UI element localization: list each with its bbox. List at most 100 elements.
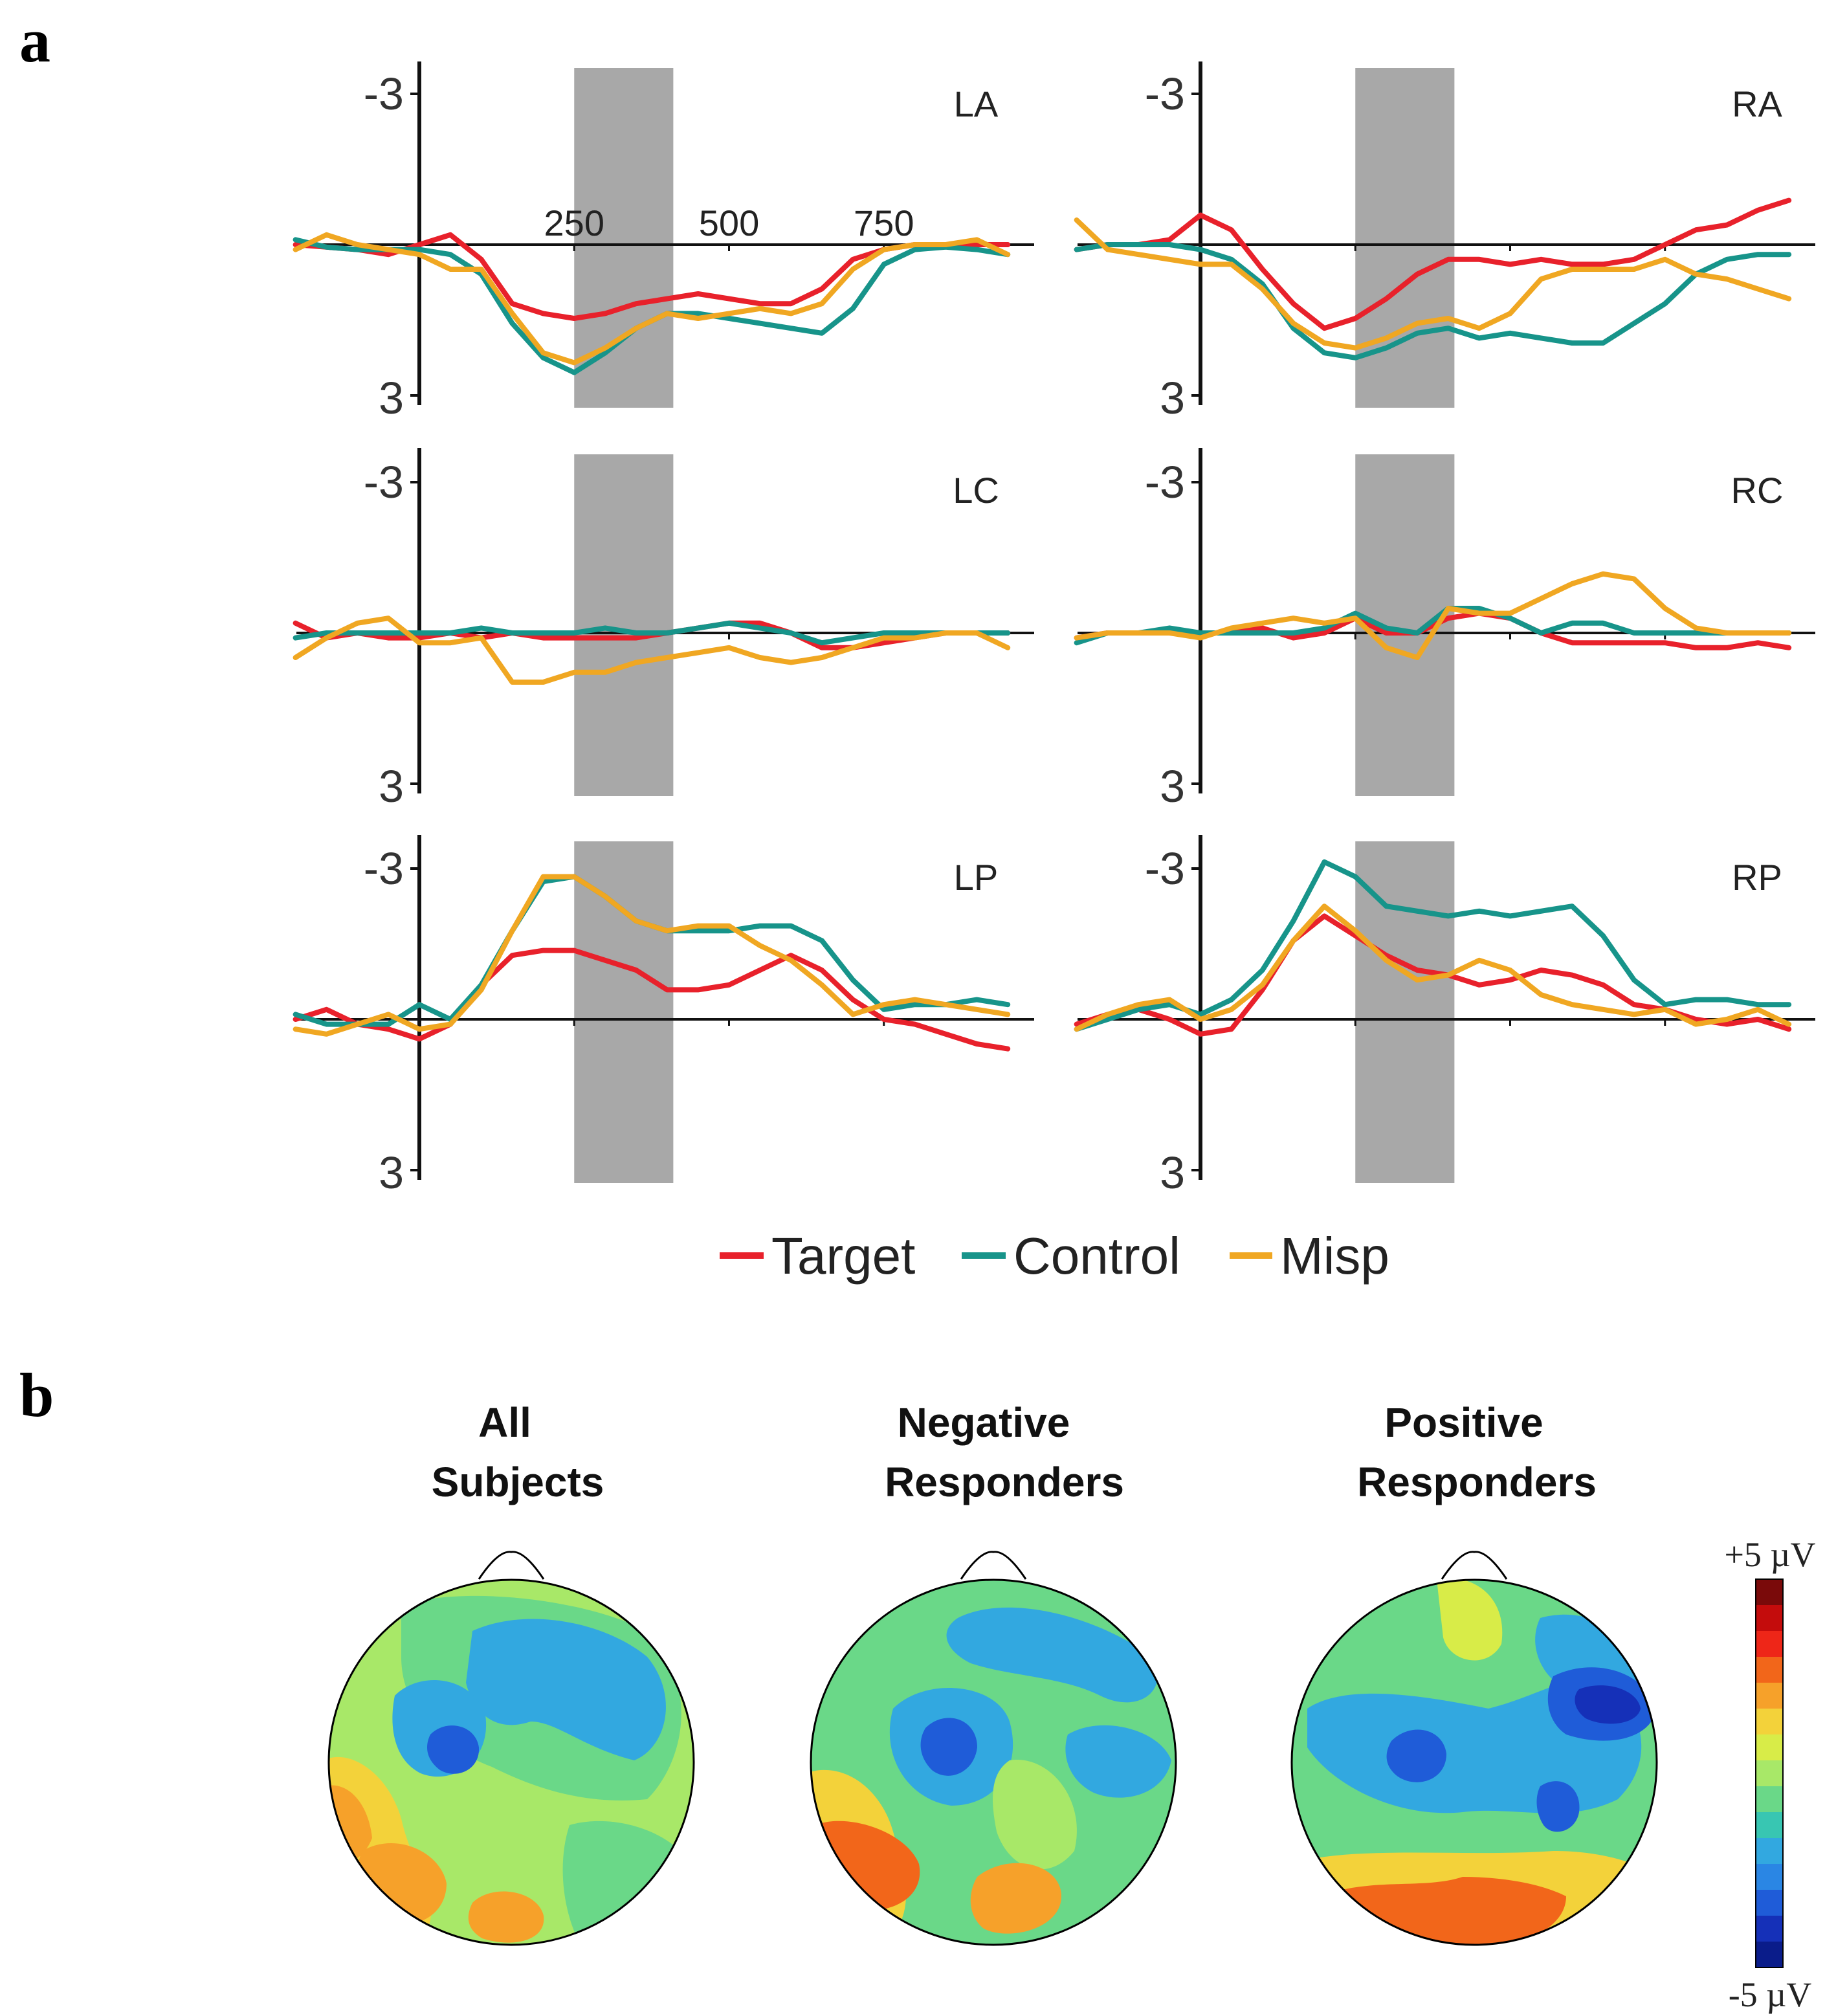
- scalp-region-deep-blue: [427, 1725, 480, 1774]
- colorbar: +5 µV -5 µV: [1724, 1535, 1815, 2014]
- scalp-region-blue-top: [946, 1607, 1158, 1703]
- series-line-misp: [293, 615, 1011, 685]
- topomap-negative-responders: Negative Responders: [810, 1399, 1177, 1946]
- x-tick-label: 500: [699, 203, 759, 243]
- series-line-control: [1074, 606, 1792, 646]
- erp-panel-lp: -3 3 LP: [293, 835, 1034, 1198]
- colorbar-step: [1756, 1890, 1783, 1916]
- legend: Target Control Misp: [720, 1227, 1389, 1285]
- analysis-window: [574, 841, 674, 1183]
- series-line-misp: [293, 874, 1011, 1037]
- colorbar-max-label: +5 µV: [1724, 1535, 1815, 1574]
- series-line-control: [293, 620, 1011, 646]
- colorbar-gradient: [1756, 1579, 1783, 1968]
- scalp-region-orange-band: [1320, 1877, 1566, 1945]
- region-label: RC: [1731, 470, 1784, 511]
- series-line-misp: [1074, 217, 1792, 351]
- map-title-line1: Negative: [898, 1399, 1070, 1446]
- analysis-window: [1355, 841, 1455, 1183]
- colorbar-step: [1756, 1838, 1783, 1865]
- y-tick-label: 3: [1160, 761, 1185, 812]
- erp-panel-la: -3 3 LA 250 500 750: [293, 61, 1034, 423]
- colorbar-step: [1756, 1605, 1783, 1632]
- scalp-region-navy: [1575, 1685, 1641, 1724]
- colorbar-step: [1756, 1864, 1783, 1890]
- region-label: LP: [954, 857, 999, 898]
- legend-label-target: Target: [771, 1227, 915, 1285]
- nose-icon: [1441, 1551, 1508, 1580]
- panel-label-a: a: [19, 6, 50, 75]
- colorbar-step: [1756, 1579, 1783, 1606]
- scalp-region-lime-top: [1437, 1580, 1503, 1661]
- topomap-positive-responders: Positive Responders: [1290, 1399, 1658, 1946]
- y-tick-label: -3: [364, 69, 404, 119]
- x-tick-label: 250: [544, 203, 604, 243]
- map-title-line2: Responders: [885, 1459, 1124, 1505]
- series-line-misp: [293, 232, 1011, 366]
- colorbar-step: [1756, 1657, 1783, 1683]
- scalp-outline: [327, 1578, 695, 1946]
- region-label: LA: [954, 83, 999, 124]
- legend-label-misp: Misp: [1280, 1227, 1389, 1285]
- analysis-window: [1355, 68, 1455, 408]
- y-tick-label: -3: [364, 457, 404, 507]
- scalp-region-deep-blue-right: [1536, 1781, 1580, 1832]
- scalp-outline: [810, 1578, 1177, 1946]
- series-line-control: [1074, 242, 1792, 360]
- series-line-control: [1074, 859, 1792, 1032]
- y-tick-label: 3: [379, 761, 404, 812]
- map-title-line1: Positive: [1384, 1399, 1543, 1446]
- map-title-line1: All: [478, 1399, 531, 1446]
- colorbar-step: [1756, 1812, 1783, 1839]
- erp-panel-ra: -3 3 RA: [1074, 61, 1815, 423]
- x-tick-label: 750: [854, 203, 914, 243]
- analysis-window: [574, 454, 674, 796]
- region-label: RA: [1732, 83, 1782, 124]
- scalp-region-deep-blue-center: [1386, 1729, 1446, 1782]
- analysis-window: [574, 68, 674, 408]
- erp-panels: -3 3 LA 250 500 750 -3 3 RA -3 3 LC -3 3 RC -3 3 LP -3 3 RP: [293, 61, 1815, 1198]
- scalp-outline: [1290, 1578, 1658, 1946]
- legend-label-control: Control: [1013, 1227, 1180, 1285]
- panel-label-b: b: [19, 1360, 54, 1430]
- scalp-region-orange-bottom: [468, 1891, 544, 1943]
- colorbar-step: [1756, 1916, 1783, 1942]
- map-title-line2: Subjects: [432, 1459, 604, 1505]
- scalp-region-deep-blue: [920, 1718, 977, 1776]
- y-tick-label: -3: [1145, 457, 1185, 507]
- colorbar-step: [1756, 1631, 1783, 1657]
- colorbar-frame: [1755, 1578, 1784, 1968]
- colorbar-step: [1756, 1786, 1783, 1813]
- colorbar-step: [1756, 1709, 1783, 1735]
- nose-icon: [960, 1551, 1027, 1580]
- erp-panel-rc: -3 3 RC: [1074, 448, 1815, 812]
- series-line-misp: [1074, 903, 1792, 1032]
- region-label: LC: [953, 470, 999, 511]
- colorbar-step: [1756, 1760, 1783, 1787]
- map-title-line2: Responders: [1357, 1459, 1597, 1505]
- erp-panel-rp: -3 3 RP: [1074, 835, 1815, 1198]
- y-tick-label: 3: [379, 373, 404, 423]
- colorbar-step: [1756, 1942, 1783, 1968]
- y-tick-label: 3: [1160, 373, 1185, 423]
- scalp-region-orange-bottom: [970, 1863, 1061, 1934]
- scalp-region-blue-right: [1065, 1725, 1171, 1798]
- y-tick-label: 3: [379, 1147, 404, 1198]
- series-line-target: [1074, 197, 1792, 331]
- scalp-region-blue: [466, 1619, 666, 1760]
- colorbar-step: [1756, 1734, 1783, 1761]
- colorbar-min-label: -5 µV: [1729, 1975, 1812, 2014]
- region-label: RP: [1732, 857, 1782, 898]
- y-tick-label: 3: [1160, 1147, 1185, 1198]
- topomap-all-subjects: All Subjects: [327, 1399, 695, 1946]
- series-line-target: [293, 947, 1011, 1052]
- colorbar-step: [1756, 1683, 1783, 1709]
- y-tick-label: -3: [364, 843, 404, 894]
- scalp-region-lime: [993, 1760, 1077, 1870]
- erp-panel-lc: -3 3 LC: [293, 448, 1034, 812]
- y-tick-label: -3: [1145, 69, 1185, 119]
- nose-icon: [478, 1551, 545, 1580]
- y-tick-label: -3: [1145, 843, 1185, 894]
- series-line-misp: [1074, 571, 1792, 660]
